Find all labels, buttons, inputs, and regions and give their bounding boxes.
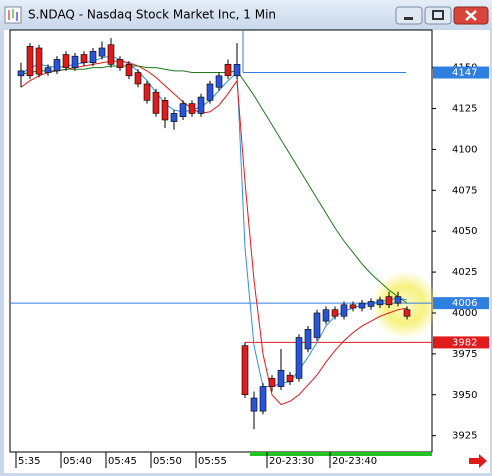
candle-body <box>71 55 79 68</box>
candle-body <box>26 46 34 77</box>
price-level-label: 3982 <box>452 337 477 348</box>
candle-body <box>80 54 88 64</box>
y-tick-label: 4025 <box>452 267 477 278</box>
candle-body <box>376 299 384 306</box>
y-tick-label: 3975 <box>452 349 477 360</box>
candle-body <box>250 397 258 412</box>
x-tick-label: 20-23:40 <box>332 456 377 467</box>
candle-body <box>259 386 267 412</box>
window-title: S.NDAQ - Nasdaq Stock Market Inc, 1 Min <box>28 8 276 22</box>
x-tick-label: 20-23:30 <box>269 456 314 467</box>
minimize-button[interactable] <box>395 6 423 25</box>
x-tick-label: 05:50 <box>153 456 182 467</box>
plot-area <box>9 29 433 453</box>
candle-body <box>44 67 52 73</box>
candle-body <box>98 47 106 57</box>
candle-body <box>394 296 402 304</box>
x-tick-label: 05:40 <box>63 456 92 467</box>
candle-body <box>277 369 285 387</box>
price-level-label: 4006 <box>452 298 477 309</box>
candle-body <box>17 70 25 77</box>
candle-body <box>340 304 348 317</box>
candle-body <box>241 345 249 396</box>
candle-body <box>170 113 178 122</box>
candle-body <box>331 309 339 317</box>
y-tick-label: 4000 <box>452 308 477 319</box>
candle-body <box>322 309 330 322</box>
candle-body <box>89 50 97 64</box>
candle-body <box>188 103 196 114</box>
candle-body <box>313 312 321 338</box>
candle-body <box>206 83 214 101</box>
candle-body <box>233 64 241 77</box>
moving-average <box>20 65 408 304</box>
close-button[interactable] <box>453 6 489 25</box>
candle-body <box>107 44 115 65</box>
candle-body <box>215 75 223 88</box>
x-tick-label: 5:35 <box>18 456 40 467</box>
candle-body <box>134 72 142 85</box>
candle-body <box>161 100 169 121</box>
candle-body <box>349 304 357 309</box>
candle-body <box>179 103 187 117</box>
candle-body <box>295 337 303 379</box>
x-tick-label: 05:45 <box>108 456 137 467</box>
candle-body <box>152 91 160 114</box>
price-level-box <box>433 66 489 79</box>
moving-average <box>20 60 408 406</box>
candle-body <box>143 83 151 101</box>
candle-body <box>403 309 411 317</box>
candle-body <box>116 59 124 68</box>
app-icon <box>4 6 22 24</box>
candle-body <box>224 64 232 77</box>
session-bar <box>250 452 432 456</box>
plot: 3925395039754000402540504075410041254150… <box>10 30 489 468</box>
x-tick-label: 05:55 <box>198 456 227 467</box>
candle-body <box>304 329 312 350</box>
candle-body <box>62 54 70 68</box>
price-level-box <box>433 336 489 349</box>
y-tick-label: 4125 <box>452 104 477 115</box>
highlight-glow <box>371 271 439 339</box>
y-tick-label: 4075 <box>452 185 477 196</box>
candle-body <box>358 302 366 309</box>
candle-body <box>367 301 375 307</box>
price-level-box <box>433 297 489 310</box>
scroll-arrow[interactable] <box>469 454 487 468</box>
candle-body <box>385 296 393 306</box>
maximize-button[interactable] <box>424 6 452 25</box>
candle-body <box>125 64 133 77</box>
y-tick-label: 4050 <box>452 226 477 237</box>
candle-body <box>35 47 43 75</box>
y-tick-label: 3925 <box>452 431 477 442</box>
candle-body <box>197 96 205 114</box>
candle-body <box>53 59 61 72</box>
candle-body <box>286 374 294 382</box>
y-tick-label: 4100 <box>452 144 477 155</box>
y-tick-label: 3950 <box>452 390 477 401</box>
price-level-label: 4147 <box>452 68 477 79</box>
candle-body <box>268 378 276 387</box>
